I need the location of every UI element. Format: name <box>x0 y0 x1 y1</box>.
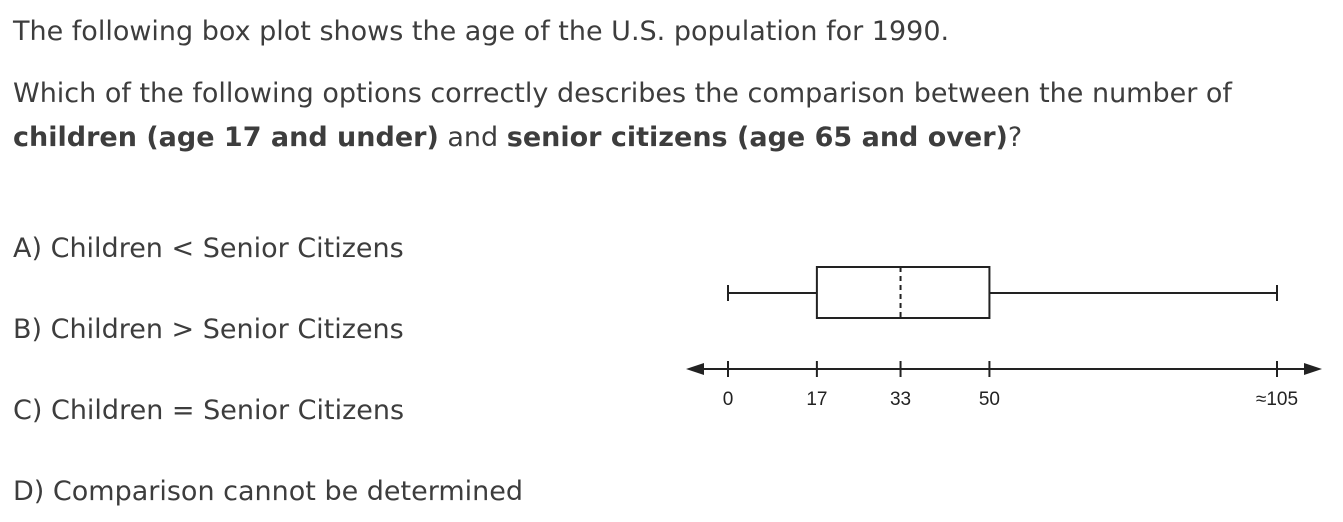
question-prompt-bold-children: children (age 17 and under) <box>13 122 439 153</box>
right-arrow-icon <box>1304 363 1322 375</box>
option-c[interactable]: C) Children = Senior Citizens <box>13 395 405 426</box>
tick-label: 0 <box>723 389 734 410</box>
left-arrow-icon <box>686 363 704 375</box>
option-d[interactable]: D) Comparison cannot be determined <box>13 476 524 507</box>
question-prompt-text-1: Which of the following options correctly… <box>13 78 1232 109</box>
tick-label: 33 <box>890 389 911 410</box>
question-prompt-text-3: ? <box>1007 122 1023 153</box>
option-b[interactable]: B) Children > Senior Citizens <box>13 314 404 345</box>
tick-label: ≈105 <box>1256 389 1298 410</box>
tick-label: 50 <box>979 389 1000 410</box>
question-prompt-bold-seniors: senior citizens (age 65 and over) <box>506 122 1008 153</box>
option-a[interactable]: A) Children < Senior Citizens <box>13 233 404 264</box>
question-prompt-text-2: and <box>438 122 507 153</box>
question-prompt: Which of the following options correctly… <box>13 72 1313 160</box>
question-intro: The following box plot shows the age of … <box>13 16 950 47</box>
tick-label: 17 <box>806 389 827 410</box>
interquartile-box <box>815 266 991 319</box>
